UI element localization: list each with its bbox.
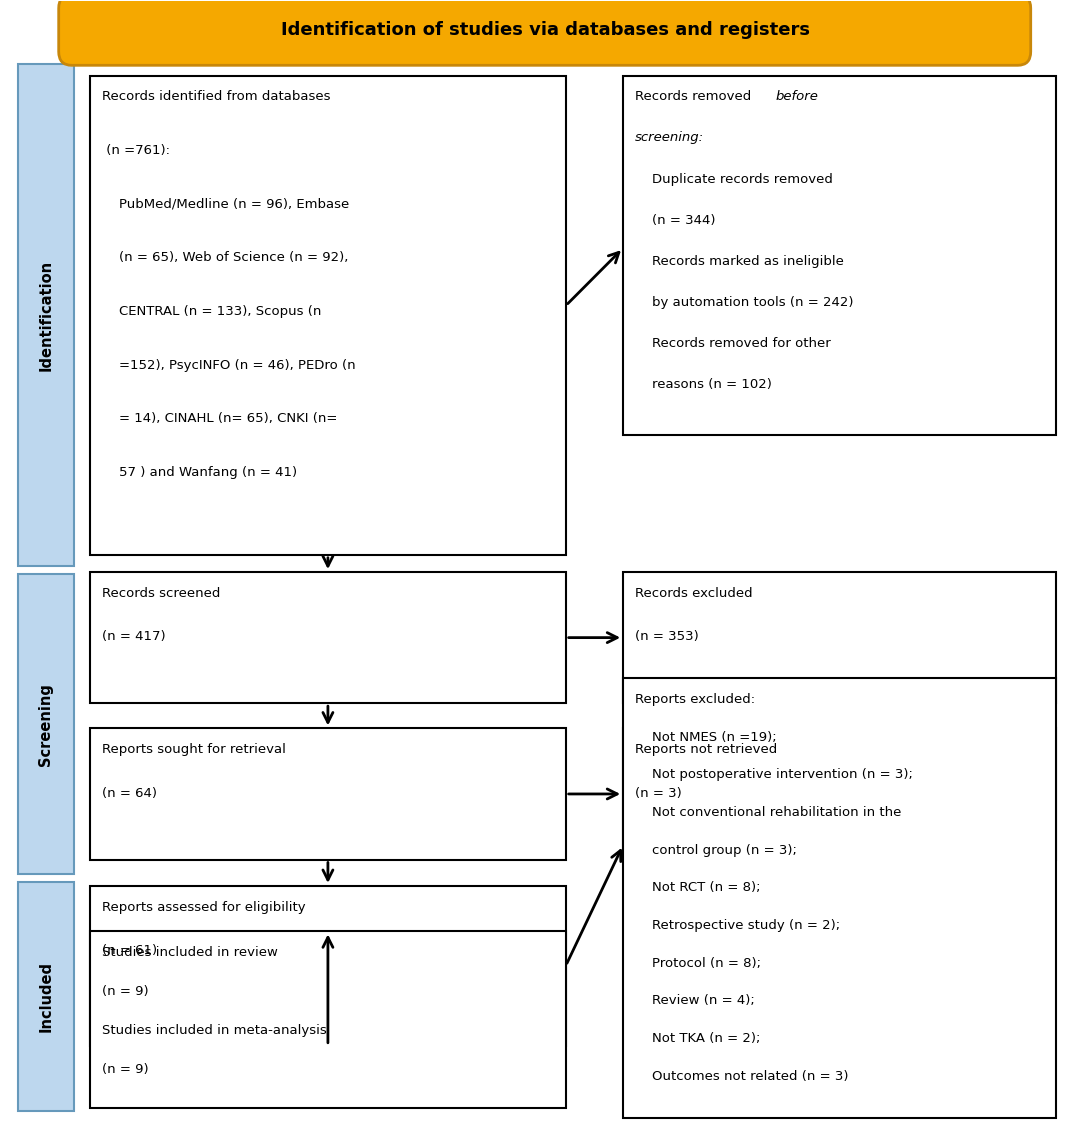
Text: Not conventional rehabilitation in the: Not conventional rehabilitation in the — [635, 807, 902, 819]
Text: Duplicate records removed: Duplicate records removed — [635, 173, 833, 185]
Text: Outcomes not related (n = 3): Outcomes not related (n = 3) — [635, 1070, 849, 1082]
Bar — [17, 882, 74, 1111]
Bar — [90, 729, 566, 859]
Bar — [90, 885, 566, 1046]
Text: reasons (n = 102): reasons (n = 102) — [635, 378, 772, 391]
Text: Records excluded: Records excluded — [635, 587, 752, 599]
Text: Not RCT (n = 8);: Not RCT (n = 8); — [635, 881, 761, 895]
Text: (n = 344): (n = 344) — [635, 214, 715, 227]
Bar — [90, 931, 566, 1109]
Text: (n = 9): (n = 9) — [102, 985, 149, 998]
Text: Included: Included — [38, 961, 53, 1032]
Text: Protocol (n = 8);: Protocol (n = 8); — [635, 956, 761, 970]
Text: control group (n = 3);: control group (n = 3); — [635, 843, 797, 857]
Text: Studies included in meta-analysis: Studies included in meta-analysis — [102, 1024, 326, 1036]
Text: Reports sought for retrieval: Reports sought for retrieval — [102, 744, 286, 756]
Text: Not postoperative intervention (n = 3);: Not postoperative intervention (n = 3); — [635, 769, 913, 781]
Text: (n = 9): (n = 9) — [102, 1063, 149, 1075]
Text: =152), PsycINFO (n = 46), PEDro (n: =152), PsycINFO (n = 46), PEDro (n — [102, 358, 356, 372]
Text: Records removed for other: Records removed for other — [635, 337, 830, 350]
Text: 57 ) and Wanfang (n = 41): 57 ) and Wanfang (n = 41) — [102, 466, 297, 479]
Text: Reports not retrieved: Reports not retrieved — [635, 744, 777, 756]
Text: screening:: screening: — [635, 132, 705, 144]
Bar — [623, 678, 1056, 1118]
Text: Not NMES (n =19);: Not NMES (n =19); — [635, 731, 776, 744]
Text: (n = 353): (n = 353) — [635, 630, 699, 643]
Text: Records screened: Records screened — [102, 587, 220, 599]
Text: (n = 65), Web of Science (n = 92),: (n = 65), Web of Science (n = 92), — [102, 252, 348, 264]
Text: = 14), CINAHL (n= 65), CNKI (n=: = 14), CINAHL (n= 65), CNKI (n= — [102, 412, 337, 426]
Bar — [623, 572, 1056, 704]
Text: (n =761):: (n =761): — [102, 144, 170, 157]
Text: Identification of studies via databases and registers: Identification of studies via databases … — [281, 21, 810, 39]
Text: Reports assessed for eligibility: Reports assessed for eligibility — [102, 900, 306, 914]
Text: Records identified from databases: Records identified from databases — [102, 90, 331, 103]
Text: (n = 64): (n = 64) — [102, 787, 157, 800]
Bar — [90, 76, 566, 555]
Text: before: before — [775, 90, 818, 103]
Bar — [17, 574, 74, 874]
Text: (n = 3): (n = 3) — [635, 787, 682, 800]
Text: Screening: Screening — [38, 683, 53, 765]
Text: (n = 417): (n = 417) — [102, 630, 166, 643]
Text: PubMed/Medline (n = 96), Embase: PubMed/Medline (n = 96), Embase — [102, 198, 349, 210]
FancyBboxPatch shape — [59, 0, 1031, 65]
Text: Reports excluded:: Reports excluded: — [635, 693, 756, 706]
Bar — [623, 76, 1056, 435]
Bar — [17, 64, 74, 566]
Text: Identification: Identification — [38, 260, 53, 371]
Text: Records removed: Records removed — [635, 90, 756, 103]
Text: by automation tools (n = 242): by automation tools (n = 242) — [635, 296, 853, 309]
Text: CENTRAL (n = 133), Scopus (n: CENTRAL (n = 133), Scopus (n — [102, 305, 321, 318]
Text: (n = 61): (n = 61) — [102, 944, 157, 958]
Bar — [623, 729, 1056, 859]
Text: Studies included in review: Studies included in review — [102, 946, 278, 960]
Text: Records marked as ineligible: Records marked as ineligible — [635, 255, 843, 268]
Text: Not TKA (n = 2);: Not TKA (n = 2); — [635, 1032, 760, 1044]
Text: Review (n = 4);: Review (n = 4); — [635, 994, 754, 1007]
Bar — [90, 572, 566, 704]
Text: Retrospective study (n = 2);: Retrospective study (n = 2); — [635, 919, 840, 932]
